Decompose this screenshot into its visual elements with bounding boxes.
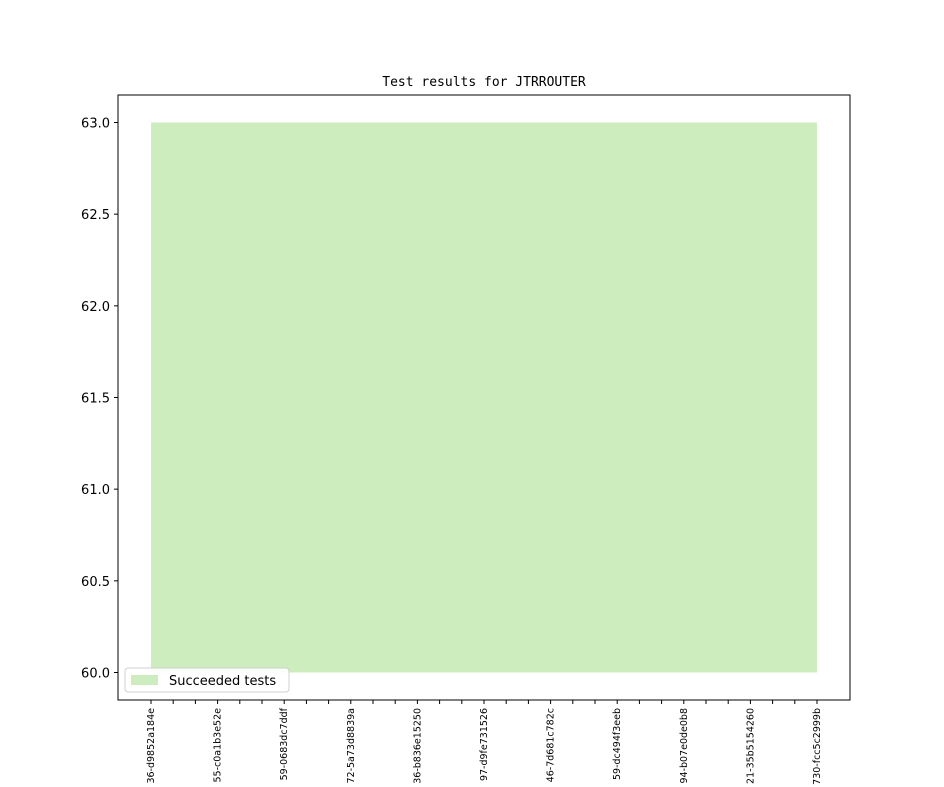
y-tick-label: 60.5 bbox=[81, 575, 110, 590]
y-tick-label: 62.5 bbox=[81, 208, 110, 223]
y-tick-label: 62.0 bbox=[81, 300, 110, 315]
x-tick-label: 36-d9852a184e bbox=[146, 708, 157, 784]
x-tick-label: 97-d9fe731526 bbox=[479, 708, 490, 781]
x-tick-label: 730-fcc5c2999b bbox=[812, 708, 823, 785]
legend-label: Succeeded tests bbox=[169, 674, 276, 689]
x-tick-label: 46-7d681c782c bbox=[546, 708, 557, 782]
x-tick-label: 59-0683dc7ddf bbox=[279, 707, 290, 780]
y-tick-label: 60.0 bbox=[81, 667, 110, 682]
x-tick-label: 94-b07e0de0b8 bbox=[679, 708, 690, 784]
legend-swatch bbox=[131, 675, 158, 685]
x-tick-label: 21-35b5154260 bbox=[745, 708, 756, 784]
x-tick-label: 36-b836e15250 bbox=[412, 708, 423, 784]
legend: Succeeded tests bbox=[124, 667, 290, 693]
x-tick-label: 59-dc494f3eeb bbox=[612, 708, 623, 780]
area bbox=[151, 122, 817, 673]
x-tick-label: 72-5a73d8839a bbox=[346, 708, 357, 784]
y-tick-label: 61.0 bbox=[81, 483, 110, 498]
y-tick-label: 63.0 bbox=[81, 117, 110, 132]
y-tick-label: 61.5 bbox=[81, 392, 110, 407]
legend-frame bbox=[124, 667, 290, 693]
x-tick-label: 55-c0a1b3e52e bbox=[213, 708, 224, 783]
chart-title: Test results for JTRROUTER bbox=[382, 75, 586, 90]
